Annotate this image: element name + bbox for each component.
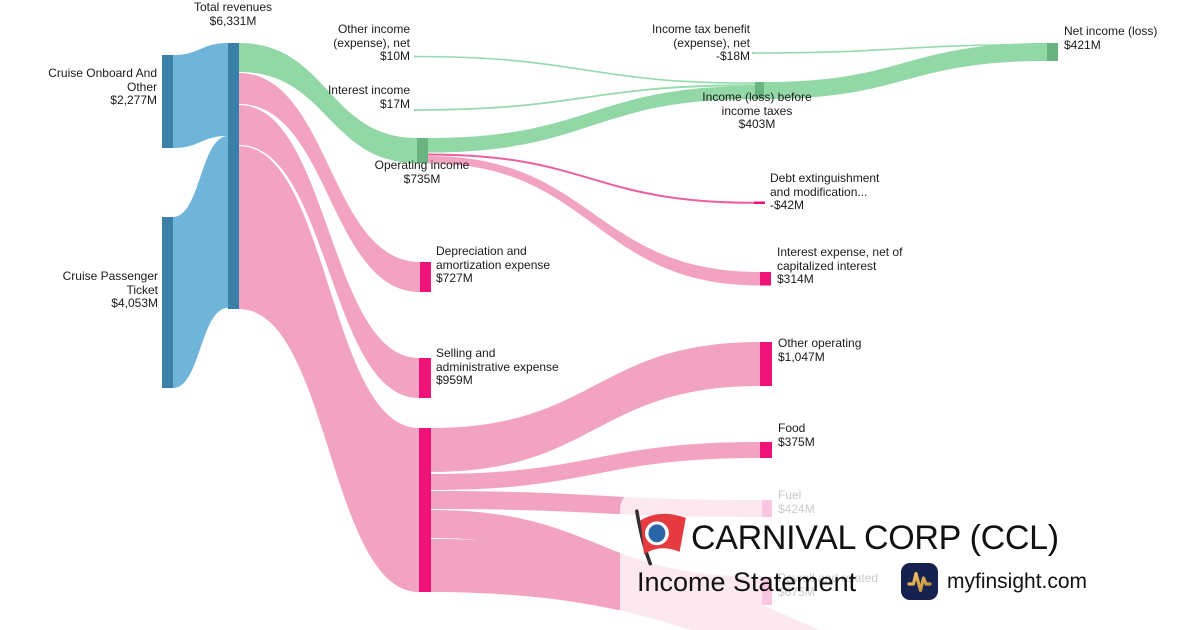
label-selling: Selling and administrative expense $959M bbox=[436, 346, 559, 387]
flow-cost-to-food bbox=[431, 442, 760, 490]
node-interest-expense bbox=[760, 272, 771, 286]
watermark-panel bbox=[620, 488, 1200, 630]
flow-interest-income-to-income-before bbox=[413, 84, 756, 111]
node-selling bbox=[419, 358, 431, 398]
node-interest-income bbox=[414, 109, 416, 111]
label-cruise-passenger: Cruise Passenger Ticket $4,053M bbox=[62, 269, 158, 310]
label-interest-expense: Interest expense, net of capitalized inte… bbox=[777, 245, 903, 286]
flow-cruise-passenger-to-total-revenues bbox=[173, 136, 228, 388]
label-food: Food $375M bbox=[778, 421, 815, 449]
node-depreciation bbox=[420, 262, 431, 292]
node-food bbox=[760, 442, 772, 458]
node-income-before bbox=[755, 82, 764, 99]
label-total-revenues: Total revenues $6,331M bbox=[193, 0, 273, 28]
label-net-income: Net income (loss) $421M bbox=[1064, 24, 1158, 52]
flow-total-revenues-to-depreciation bbox=[239, 73, 420, 292]
node-other-operating bbox=[760, 342, 772, 386]
node-debt-ext bbox=[754, 201, 765, 204]
flow-cost-to-other-operating bbox=[431, 342, 760, 472]
flow-total-revenues-to-operating-income bbox=[239, 43, 417, 163]
label-cruise-onboard: Cruise Onboard And Other $2,277M bbox=[48, 66, 157, 107]
node-net-income bbox=[1047, 43, 1058, 61]
flow-operating-income-to-debt-ext bbox=[427, 153, 755, 204]
flow-other-income-to-income-before bbox=[413, 55, 756, 84]
flow-total-revenues-to-selling bbox=[239, 105, 419, 398]
label-other-income: Other income (expense), net $10M bbox=[333, 22, 410, 63]
label-depreciation: Depreciation and amortization expense $727… bbox=[436, 244, 551, 285]
node-cruise-passenger bbox=[162, 217, 173, 388]
label-income-tax: Income tax benefit (expense), net -$18M bbox=[651, 22, 750, 63]
flow-cruise-onboard-to-total-revenues bbox=[173, 43, 228, 148]
flow-income-tax-to-net-income bbox=[751, 43, 1048, 54]
label-interest-income: Interest income $17M bbox=[327, 83, 410, 111]
flow-operating-income-to-income-before bbox=[428, 86, 755, 153]
node-operating-income bbox=[417, 138, 428, 163]
label-operating-income: Operating income $735M bbox=[374, 158, 470, 186]
node-cruise-onboard bbox=[162, 55, 173, 148]
label-income-before: Income (loss) before income taxes $403M bbox=[702, 90, 812, 131]
node-other-income bbox=[414, 55, 416, 58]
flow-income-before-to-net-income bbox=[764, 43, 1047, 99]
node-cost bbox=[419, 428, 431, 592]
label-other-operating: Other operating $1,047M bbox=[778, 336, 862, 364]
label-debt-ext: Debt extinguishment and modification... -$… bbox=[770, 171, 880, 212]
flow-operating-income-to-interest-expense bbox=[428, 156, 760, 286]
node-total-revenues bbox=[228, 43, 239, 309]
flow-total-revenues-to-cost bbox=[239, 146, 419, 592]
node-income-tax bbox=[752, 52, 754, 54]
